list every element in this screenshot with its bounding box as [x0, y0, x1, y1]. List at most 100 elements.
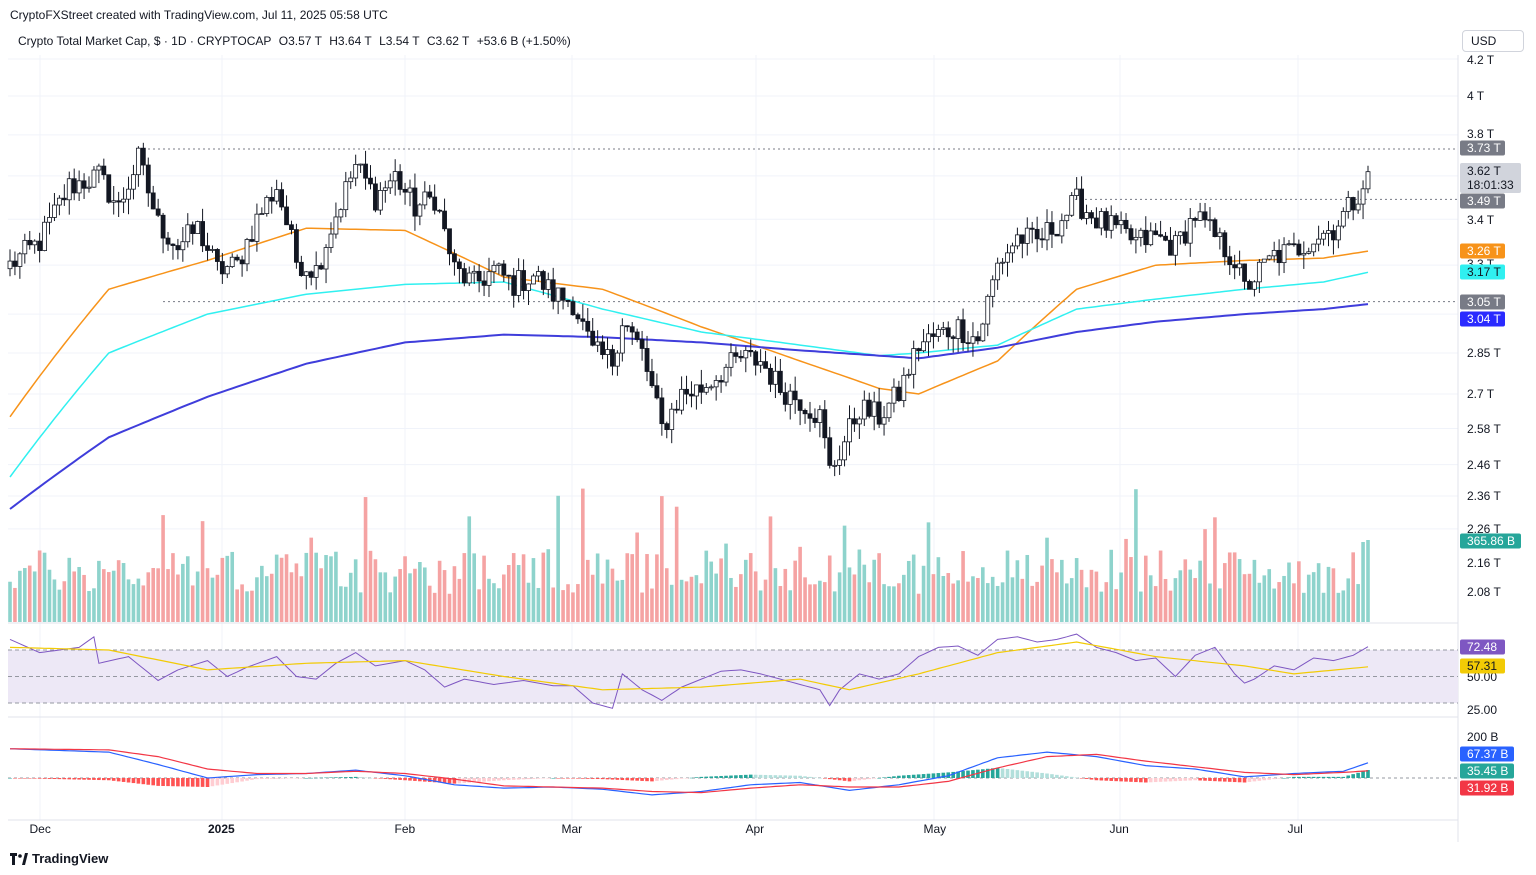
candle-up: [338, 209, 344, 218]
volume-bar: [551, 587, 555, 622]
candle-up: [1360, 188, 1366, 205]
macd-histogram-bar: [788, 775, 793, 778]
symbol-title[interactable]: Crypto Total Market Cap, $ · 1D · CRYPTO…: [18, 34, 272, 48]
volume-bar: [768, 516, 773, 622]
volume-bar: [1010, 577, 1015, 622]
macd-histogram-bar: [32, 778, 37, 779]
macd-histogram-bar: [778, 775, 783, 778]
macd-histogram-bar: [669, 778, 674, 780]
candle-up: [911, 348, 917, 375]
candle-up: [743, 350, 749, 359]
volume-bar: [97, 560, 101, 622]
volume-bar: [497, 588, 501, 622]
macd-histogram-bar: [319, 777, 323, 779]
volume-bar: [423, 567, 427, 622]
candle-down: [1094, 217, 1099, 229]
macd-histogram-bar: [210, 778, 215, 787]
volume-bar: [111, 570, 116, 622]
macd-histogram-bar: [1114, 778, 1118, 782]
macd-histogram-bar: [581, 778, 585, 779]
candle-up: [264, 196, 270, 214]
candle-up: [758, 361, 764, 366]
candle-up: [229, 256, 235, 268]
volume-bar: [941, 575, 946, 622]
volume-bar: [1341, 590, 1346, 622]
candle-down: [279, 189, 285, 208]
macd-histogram-bar: [1306, 776, 1311, 778]
macd-histogram-bar: [1035, 772, 1039, 778]
volume-bar: [1257, 582, 1262, 622]
candle-down: [822, 409, 828, 439]
candle-up: [1138, 229, 1144, 238]
volume-bar: [146, 572, 151, 622]
macd-histogram-bar: [813, 777, 817, 778]
volume-bar: [413, 568, 417, 622]
candle-up: [126, 188, 131, 200]
macd-histogram-bar: [852, 778, 857, 781]
macd-histogram-bar: [1178, 778, 1183, 781]
macd-histogram-bar: [1282, 778, 1286, 779]
candle-up: [121, 198, 126, 203]
candle-up: [955, 319, 961, 339]
macd-histogram-bar: [704, 776, 709, 778]
macd-histogram-bar: [398, 778, 402, 780]
macd-histogram-bar: [1025, 771, 1030, 778]
candle-up: [1271, 249, 1277, 257]
candle-down: [427, 191, 433, 198]
macd-histogram-bar: [773, 775, 778, 778]
volume-bar: [235, 589, 239, 622]
time-axis-label: 2025: [208, 822, 235, 836]
macd-histogram-bar: [87, 778, 91, 780]
candle-up: [1118, 219, 1124, 226]
candle-up: [1340, 211, 1346, 227]
currency-button[interactable]: USD: [1462, 30, 1524, 52]
macd-histogram-bar: [941, 772, 946, 778]
volume-bar: [452, 566, 457, 622]
candle-down: [1192, 218, 1198, 221]
candle-down: [106, 174, 112, 203]
candle-down: [397, 171, 403, 190]
macd-histogram-bar: [304, 778, 309, 779]
macd-histogram-bar: [961, 771, 965, 778]
volume-bar: [1050, 559, 1054, 622]
volume-bar: [106, 572, 111, 622]
candle-down: [318, 265, 324, 270]
volume-bar: [1139, 591, 1143, 622]
candle-down: [452, 253, 457, 263]
macd-histogram-bar: [748, 774, 753, 778]
candle-up: [387, 180, 393, 189]
volume-bar: [210, 577, 215, 622]
macd-histogram-bar: [1000, 768, 1005, 778]
candle-down: [585, 320, 591, 332]
macd-histogram-bar: [393, 778, 397, 780]
volume-bar: [689, 576, 694, 622]
volume-tag-label: 365.86 B: [1467, 534, 1515, 548]
macd-histogram-bar: [877, 778, 881, 779]
price-tick-label: 2.58 T: [1467, 422, 1501, 436]
macd-tag-label: 67.37 B: [1467, 747, 1508, 761]
tradingview-logo[interactable]: TradingView: [10, 851, 108, 866]
ohlc-open: O3.57 T: [278, 34, 322, 48]
candle-down: [1212, 219, 1218, 237]
volume-bar: [141, 585, 146, 622]
volume-bar: [1060, 559, 1064, 622]
volume-bar: [882, 584, 886, 622]
volume-bar: [1203, 529, 1207, 622]
volume-bar: [516, 565, 521, 622]
time-axis-label: Dec: [30, 822, 51, 836]
candle-up: [96, 165, 102, 171]
volume-bar: [492, 583, 496, 622]
candle-down: [634, 331, 640, 340]
macd-histogram-bar: [195, 778, 200, 787]
candle-down: [219, 261, 225, 275]
candle-down: [610, 349, 615, 367]
candle-down: [639, 339, 645, 349]
macd-histogram-bar: [1311, 776, 1316, 778]
candle-down: [521, 270, 526, 291]
candle-up: [1345, 197, 1351, 212]
macd-histogram-bar: [1361, 771, 1365, 778]
ma100-tag-label: 3.17 T: [1467, 265, 1501, 279]
volume-bar: [1129, 557, 1133, 622]
ma100-tag-bg: [1460, 264, 1505, 280]
